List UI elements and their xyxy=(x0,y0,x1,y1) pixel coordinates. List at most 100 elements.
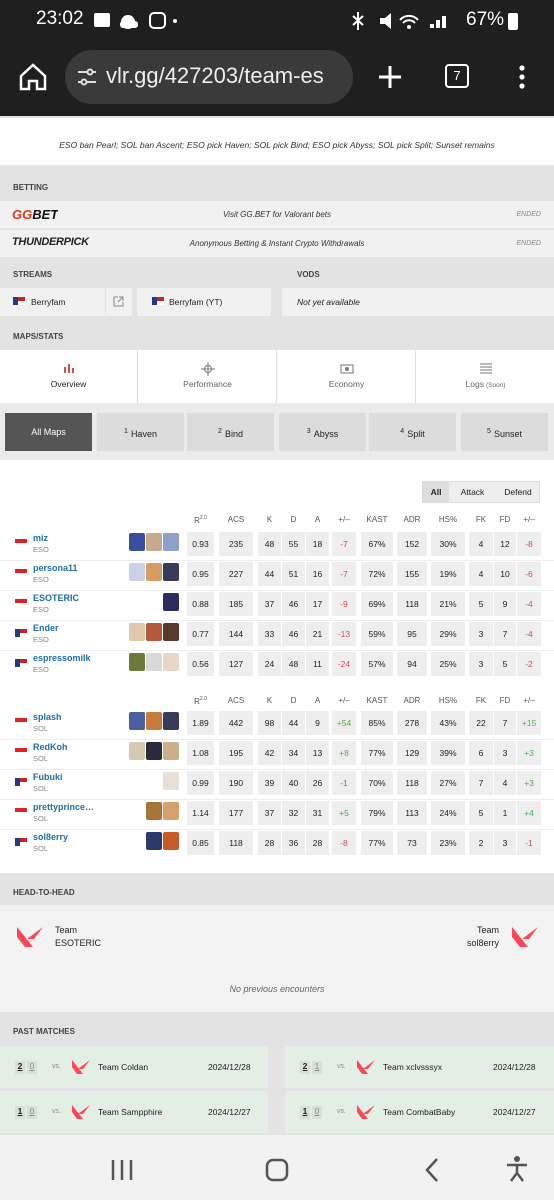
past-match[interactable] xyxy=(285,1046,554,1088)
stat-cell: +5 xyxy=(332,801,356,825)
map-button[interactable]: 4 Split xyxy=(369,413,456,451)
menu-button[interactable] xyxy=(514,64,530,90)
map-button[interactable]: All Maps xyxy=(5,413,92,451)
stat-cell: 0.93 xyxy=(187,532,214,556)
tab[interactable]: Overview xyxy=(0,350,137,403)
stat-cell: 118 xyxy=(397,771,427,795)
map-number: 2 xyxy=(218,428,222,435)
url[interactable]: vlr.gg/427203/team-es xyxy=(106,63,324,88)
stat-cell: 36 xyxy=(282,831,305,855)
section-label: PAST MATCHES xyxy=(13,1027,75,1036)
vs-label: vs. xyxy=(337,1063,346,1070)
player-name[interactable]: persona11 xyxy=(33,563,78,573)
tab-text[interactable]: Performance xyxy=(183,379,232,389)
opponent[interactable]: Team xclvsssyx xyxy=(383,1062,443,1072)
column-sup: 2.0 xyxy=(199,696,207,702)
new-tab-button[interactable] xyxy=(377,64,403,90)
tab-text[interactable]: Economy xyxy=(328,379,365,389)
player-name[interactable]: ESOTERIC xyxy=(33,593,80,603)
team-logo xyxy=(512,927,538,947)
column-label: KAST xyxy=(366,515,388,524)
address-bar[interactable] xyxy=(65,50,353,104)
past-match[interactable] xyxy=(0,1091,268,1133)
map-button[interactable]: 2 Bind xyxy=(187,413,274,451)
tab-label[interactable]: Overview xyxy=(0,379,137,389)
tab-text[interactable]: Logs xyxy=(465,379,484,389)
home-button[interactable] xyxy=(18,62,48,92)
betting-row[interactable] xyxy=(0,201,554,228)
external-link-icon xyxy=(113,296,124,307)
tab[interactable]: Economy xyxy=(278,350,415,403)
stat-cell: 442 xyxy=(219,711,253,735)
nav-buttons[interactable] xyxy=(0,1135,554,1200)
player-name[interactable]: miz xyxy=(33,533,49,543)
flag xyxy=(15,838,27,846)
veto-text: ESO ban Pearl; SOL ban Ascent; ESO pick … xyxy=(59,140,495,150)
vods-panel xyxy=(282,288,554,316)
site-settings-icon[interactable] xyxy=(76,66,98,88)
tab-indicator xyxy=(62,398,74,403)
map-button[interactable]: 3 Abyss xyxy=(279,413,366,451)
team-prefix: Team xyxy=(55,925,78,935)
section-label: STREAMS xyxy=(13,270,53,279)
stat-cell: 44 xyxy=(258,562,281,586)
tab[interactable]: Logs (Soon) xyxy=(417,350,554,403)
player-name[interactable]: splash xyxy=(33,712,62,722)
stat-cell: -7 xyxy=(332,532,356,556)
tab-count[interactable]: 7 xyxy=(445,64,469,88)
column-header: KAST xyxy=(361,696,393,705)
tab-bar xyxy=(0,350,554,403)
opponent[interactable]: Team Coldan xyxy=(98,1062,149,1072)
player-name[interactable]: Ender xyxy=(33,623,59,633)
betting-brand[interactable]: THUNDERPICK xyxy=(12,236,89,248)
stat-cell: 24% xyxy=(431,801,465,825)
stat-cell: 3 xyxy=(494,741,516,765)
tab-label[interactable]: Logs (Soon) xyxy=(417,379,554,389)
side-filter-option[interactable]: All xyxy=(423,482,449,502)
betting-row[interactable] xyxy=(0,230,554,257)
tab-label[interactable]: Performance xyxy=(139,379,276,389)
tab-label[interactable]: Economy xyxy=(278,379,415,389)
map-button[interactable]: 5 Sunset xyxy=(461,413,548,451)
stream-name[interactable]: Berryfam xyxy=(31,297,66,307)
stat-cell: 118 xyxy=(397,592,427,616)
player-team: ESO xyxy=(33,545,49,554)
player-name[interactable]: Fubuki xyxy=(33,772,63,782)
side-filter-option[interactable]: Attack xyxy=(460,487,485,497)
opponent[interactable]: Team Sampphire xyxy=(98,1107,163,1117)
player-name[interactable]: sol8erry xyxy=(33,832,69,842)
tab-text[interactable]: Overview xyxy=(50,379,87,389)
h2h-panel xyxy=(0,905,554,1012)
score: 0 xyxy=(312,1106,322,1119)
map-button[interactable]: 1 Haven xyxy=(97,413,184,451)
player-name[interactable]: RedKoh xyxy=(33,742,68,752)
stat-cell: 1.08 xyxy=(187,741,214,765)
match-date: 2024/12/28 xyxy=(208,1062,251,1072)
player-row xyxy=(0,799,554,800)
betting-text[interactable]: Anonymous Betting & Instant Crypto Withd… xyxy=(189,239,365,248)
past-match[interactable] xyxy=(285,1091,554,1133)
stat-cell: 227 xyxy=(219,562,253,586)
flag xyxy=(15,778,27,786)
column-sup: 2.0 xyxy=(199,515,207,521)
agent-icon xyxy=(163,772,179,790)
stream-name[interactable]: Berryfam (YT) xyxy=(169,297,223,307)
column-header: +/– xyxy=(517,515,541,524)
stat-cell: -7 xyxy=(332,562,356,586)
side-filter-option[interactable]: Defend xyxy=(504,487,532,497)
tab[interactable]: Performance xyxy=(139,350,276,403)
betting-text[interactable]: Visit GG.BET for Valorant bets xyxy=(222,210,332,219)
agent-icon xyxy=(146,623,162,641)
opponent[interactable]: Team CombatBaby xyxy=(383,1107,456,1117)
map-name: Haven xyxy=(130,429,157,439)
player-name[interactable]: prettyprince… xyxy=(33,802,95,812)
column-header: ACS xyxy=(219,696,253,705)
vs-label: vs. xyxy=(52,1063,61,1070)
side-filter xyxy=(422,481,540,503)
past-match[interactable] xyxy=(0,1046,268,1088)
stream-link[interactable] xyxy=(106,288,132,316)
stat-cell: 1 xyxy=(494,801,516,825)
betting-brand[interactable]: GGBET xyxy=(12,207,59,222)
agent-icon xyxy=(146,533,162,551)
player-name[interactable]: espressomilk xyxy=(33,653,91,663)
